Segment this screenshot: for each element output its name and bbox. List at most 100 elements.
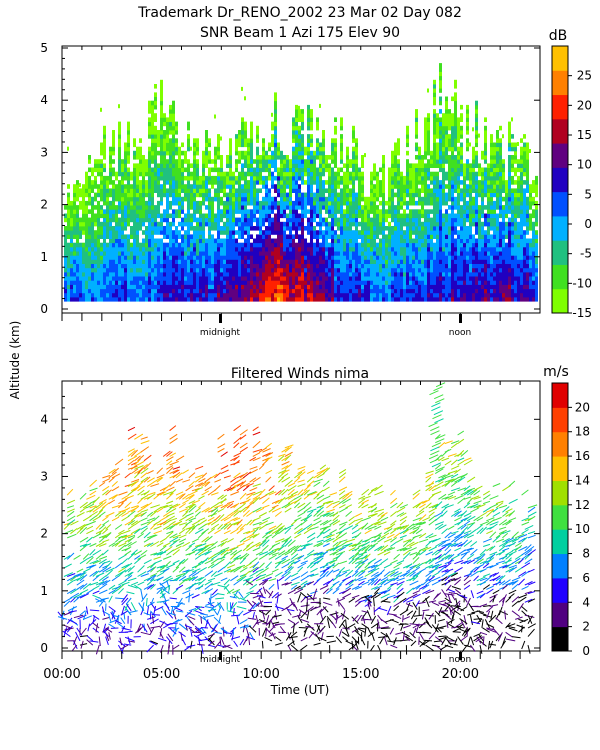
snr-cell-2518 <box>280 196 283 202</box>
snr-cell-4380 <box>439 167 442 173</box>
snr-cell-1263 <box>172 138 175 143</box>
snr-cell-714 <box>133 288 136 294</box>
snr-cell-1839 <box>223 180 226 185</box>
snr-cell-2970 <box>316 200 319 206</box>
snr-cell-4244 <box>430 221 433 227</box>
snr-cell-3002 <box>319 230 322 235</box>
snr-cell-1945 <box>235 297 238 302</box>
snr-cell-2408 <box>271 150 274 156</box>
snr-cell-1681 <box>208 150 211 156</box>
snr-cell-2704 <box>295 150 298 156</box>
snr-cell-692 <box>130 263 133 269</box>
snr-cell-999 <box>154 180 157 185</box>
snr-cell-833 <box>142 238 145 244</box>
snr-cell-1210 <box>169 175 172 181</box>
snr-cell-2819 <box>304 209 307 214</box>
snr-cell-3635 <box>376 242 379 248</box>
snr-cell-1202 <box>169 221 172 227</box>
snr-cell-2578 <box>286 238 289 244</box>
snr-cell-3307 <box>346 276 349 281</box>
snr-cell-3205 <box>337 284 340 290</box>
snr-cell-1868 <box>226 184 229 189</box>
snr-cell-4873 <box>475 205 478 210</box>
snr-cell-1725 <box>214 246 217 252</box>
snr-cell-3202 <box>337 297 340 302</box>
snr-cell-4268 <box>433 255 436 260</box>
snr-cell-610 <box>124 288 127 294</box>
snr-cell-4706 <box>460 117 463 122</box>
snr-cell-669 <box>127 184 130 189</box>
snr-cell-106 <box>76 267 79 273</box>
snr-cell-4526 <box>448 134 451 139</box>
snr-cell-2873 <box>310 297 313 302</box>
snr-cell-1391 <box>184 242 187 248</box>
snr-cell-2574 <box>286 255 289 260</box>
snr-cell-2898 <box>310 192 313 198</box>
snr-cell-678 <box>127 142 130 148</box>
snr-cell-69 <box>70 209 73 214</box>
snr-cell-4936 <box>481 263 484 269</box>
snr-cell-2992 <box>319 276 322 281</box>
snr-cell-1434 <box>187 184 190 189</box>
snr-cell-4822 <box>472 276 475 281</box>
snr-cell-1609 <box>202 167 205 173</box>
snr-cell-4310 <box>436 288 439 294</box>
snr-cell-4929 <box>481 292 484 298</box>
snr-cell-4630 <box>457 280 460 285</box>
snr-cell-3095 <box>328 284 331 290</box>
snr-cell-1025 <box>157 276 160 281</box>
snr-cell-1397 <box>184 213 187 219</box>
snr-cell-205 <box>85 175 88 181</box>
snr-cell-4850 <box>472 146 475 152</box>
snr-cell-3090 <box>325 159 328 164</box>
snr-cell-1019 <box>154 84 157 89</box>
snr-cell-19 <box>64 213 67 219</box>
snr-cell-3184 <box>334 200 337 206</box>
snr-cell-4060 <box>415 171 418 177</box>
snr-cell-1183 <box>166 117 169 122</box>
snr-cell-1701 <box>211 221 214 227</box>
snr-cell-3015 <box>319 175 322 181</box>
snr-cell-2821 <box>304 200 307 206</box>
snr-cell-1550 <box>196 138 199 143</box>
snr-cell-2080 <box>244 192 247 198</box>
snr-cell-175 <box>82 188 85 193</box>
snr-cell-76 <box>73 280 76 285</box>
snr-cell-4101 <box>418 171 421 177</box>
snr-cell-1939 <box>232 192 235 198</box>
snr-cell-3567 <box>370 267 373 273</box>
snr-cell-3302 <box>346 297 349 302</box>
snr-cell-2149 <box>250 226 253 231</box>
snr-cell-3030 <box>322 276 325 281</box>
snr-cell-3283 <box>343 246 346 252</box>
snr-cell-2833 <box>307 288 310 294</box>
snr-cell-3672 <box>379 200 382 206</box>
snr-cell-20 <box>64 205 67 210</box>
snr-cell-297 <box>97 297 100 302</box>
snr-cell-2481 <box>277 209 280 214</box>
snr-cell-3224 <box>337 196 340 202</box>
snr-cell-2014 <box>238 130 241 135</box>
snr-cell-4600 <box>454 196 457 202</box>
snr-cell-145 <box>79 217 82 223</box>
snr-cell-3296 <box>343 188 346 193</box>
snr-cell-1736 <box>214 175 217 181</box>
snr-cell-3907 <box>403 280 406 285</box>
snr-cell-3946 <box>406 234 409 239</box>
snr-cell-3760 <box>388 184 391 189</box>
snr-cell-562 <box>118 163 121 168</box>
snr-cell-4503 <box>448 242 451 248</box>
snr-cell-973 <box>151 104 154 110</box>
snr-cell-2383 <box>271 276 274 281</box>
snr-cell-4178 <box>424 134 427 139</box>
snr-cell-99 <box>76 297 79 302</box>
snr-cell-4705 <box>460 125 463 131</box>
snr-cell-3305 <box>346 284 349 290</box>
snr-cell-1045 <box>157 180 160 185</box>
snr-cell-529 <box>115 184 118 189</box>
snr-cell-3548 <box>367 242 370 248</box>
snr-cell-3985 <box>409 230 412 235</box>
snr-cell-4216 <box>427 146 430 152</box>
snr-cell-3710 <box>382 163 385 168</box>
snr-cell-825 <box>142 271 145 277</box>
